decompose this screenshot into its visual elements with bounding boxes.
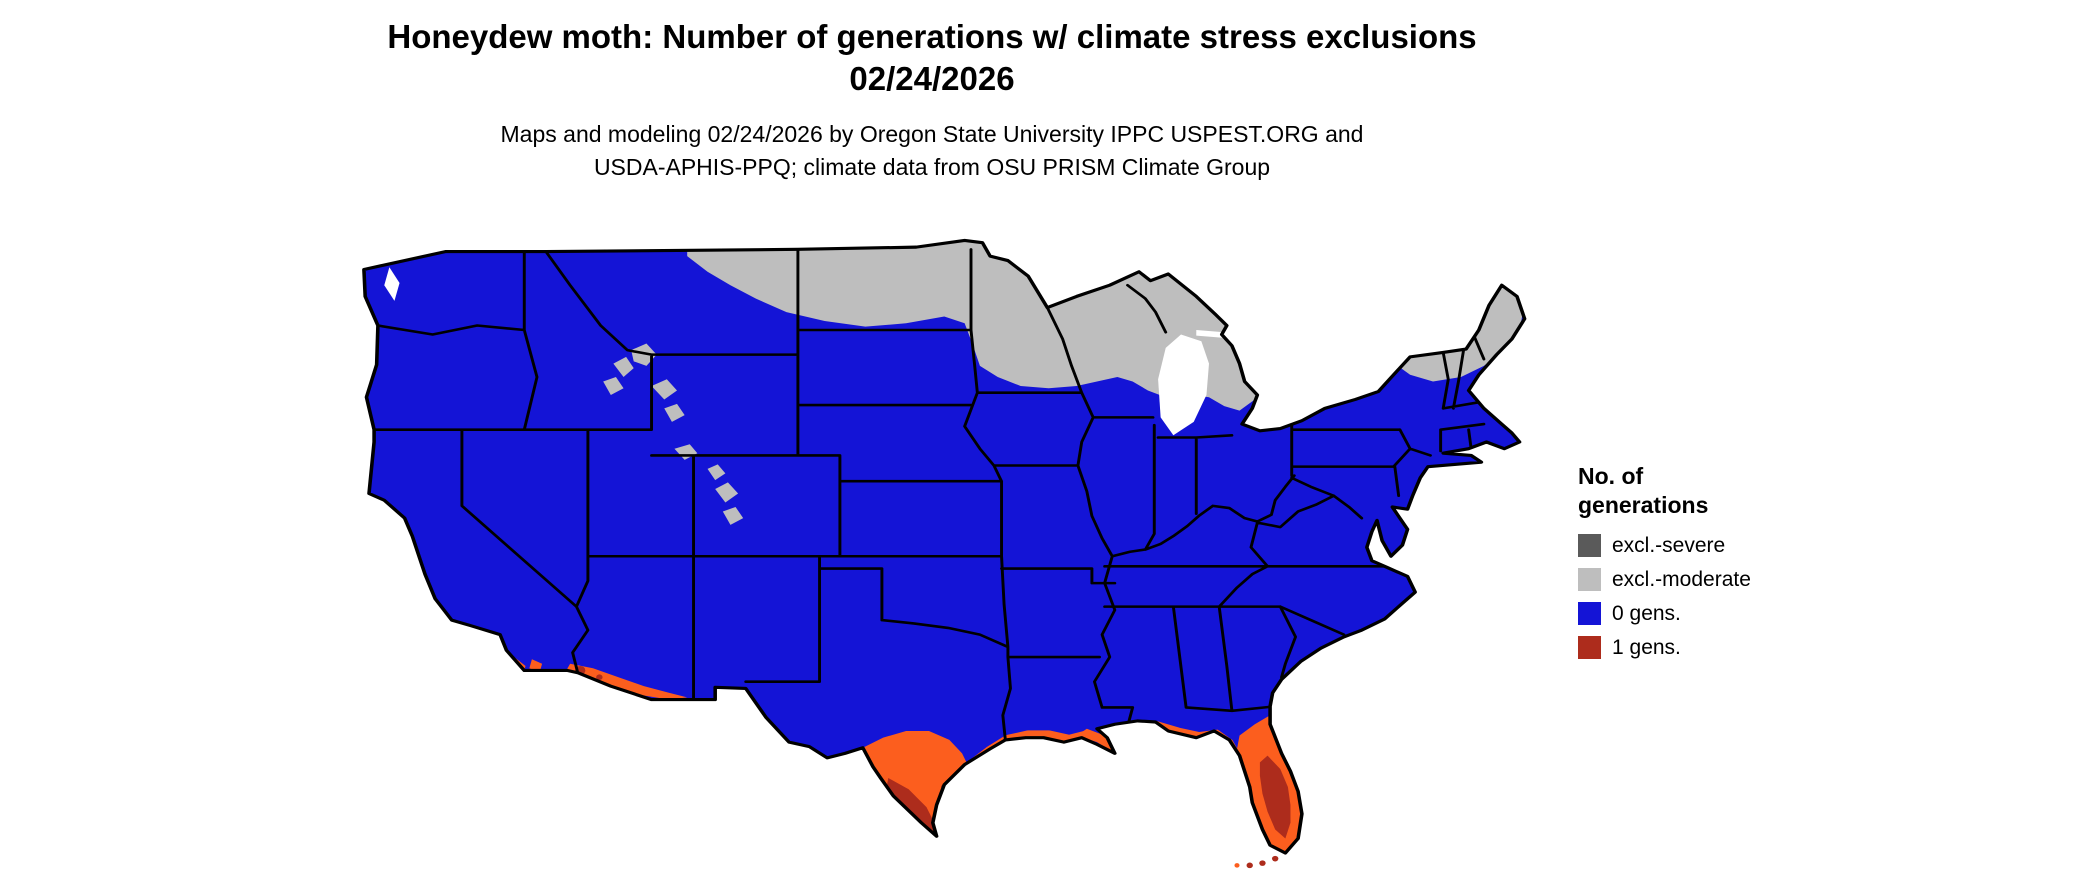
channel-island-dot [461, 658, 470, 665]
us-map-svg [362, 238, 1527, 869]
page-title: Honeydew moth: Number of generations w/ … [0, 16, 1864, 100]
excl-moderate-label: excl.-moderate [1612, 568, 1751, 591]
lake-michigan [1158, 334, 1209, 436]
legend-item-zero-gens: 0 gens. [1578, 602, 1898, 625]
channel-island-dot [490, 672, 497, 678]
excl-moderate-adirondacks-patch [1364, 318, 1403, 360]
legend-title-line-2: generations [1578, 492, 1709, 518]
one-gen-az-dot [596, 674, 603, 680]
one-gen-swatch [1578, 636, 1601, 659]
one-gen-label: 1 gens. [1612, 636, 1681, 659]
title-line-1: Honeydew moth: Number of generations w/ … [387, 18, 1477, 55]
excl-moderate-swatch [1578, 568, 1601, 591]
subtitle-line-1: Maps and modeling 02/24/2026 by Oregon S… [500, 121, 1364, 147]
subtitle-line-2: USDA-APHIS-PPQ; climate data from OSU PR… [593, 154, 1271, 180]
florida-keys-dot [1246, 862, 1253, 869]
legend-item-excl-severe: excl.-severe [1578, 534, 1898, 557]
legend-title: No. of generations [1578, 462, 1898, 520]
legend-item-excl-moderate: excl.-moderate [1578, 568, 1898, 591]
one-gen-south-texas-region [862, 730, 970, 837]
florida-keys-dot [1259, 860, 1266, 866]
us-outline [362, 238, 1527, 855]
puget-sound [384, 267, 400, 301]
us-generations-map [318, 218, 1540, 890]
one-gen-south-texas-core [885, 778, 937, 837]
one-gen-arizona-region [565, 663, 688, 700]
title-line-2: 02/24/2026 [849, 60, 1015, 97]
one-gen-florida-core [1259, 755, 1291, 839]
map-subtitle: Maps and modeling 02/24/2026 by Oregon S… [0, 118, 1864, 184]
legend-item-one-gen: 1 gens. [1578, 636, 1898, 659]
florida-keys-dot [1234, 863, 1240, 868]
zero-gens-swatch [1578, 602, 1601, 625]
channel-island-dot [476, 665, 483, 672]
state-borders [372, 248, 1497, 742]
straits-of-mackinac [1196, 330, 1225, 338]
map-legend: No. of generations excl.-severe excl.-mo… [1578, 462, 1898, 670]
excl-severe-swatch [1578, 534, 1601, 557]
excl-moderate-new-england-region [1394, 262, 1525, 382]
florida-keys-dot [1272, 855, 1279, 862]
excl-severe-label: excl.-severe [1612, 534, 1726, 557]
zero-gens-label: 0 gens. [1612, 602, 1681, 625]
legend-title-line-1: No. of [1578, 463, 1644, 489]
